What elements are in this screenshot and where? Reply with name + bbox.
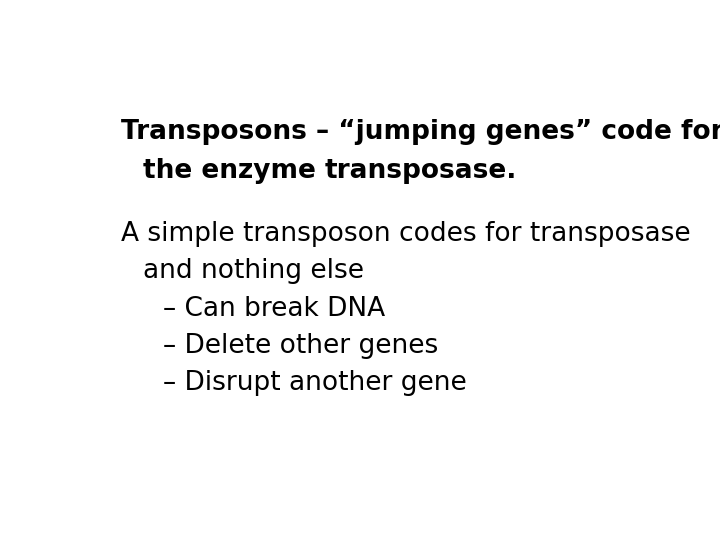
Text: – Delete other genes: – Delete other genes [163, 333, 438, 359]
Text: A simple transposon codes for transposase: A simple transposon codes for transposas… [121, 221, 690, 247]
Text: the enzyme: the enzyme [143, 158, 325, 184]
Text: transposase.: transposase. [325, 158, 518, 184]
Text: – Disrupt another gene: – Disrupt another gene [163, 370, 467, 396]
Text: Transposons – “jumping genes” code for: Transposons – “jumping genes” code for [121, 119, 720, 145]
Text: and nothing else: and nothing else [143, 258, 364, 284]
Text: – Can break DNA: – Can break DNA [163, 295, 384, 321]
